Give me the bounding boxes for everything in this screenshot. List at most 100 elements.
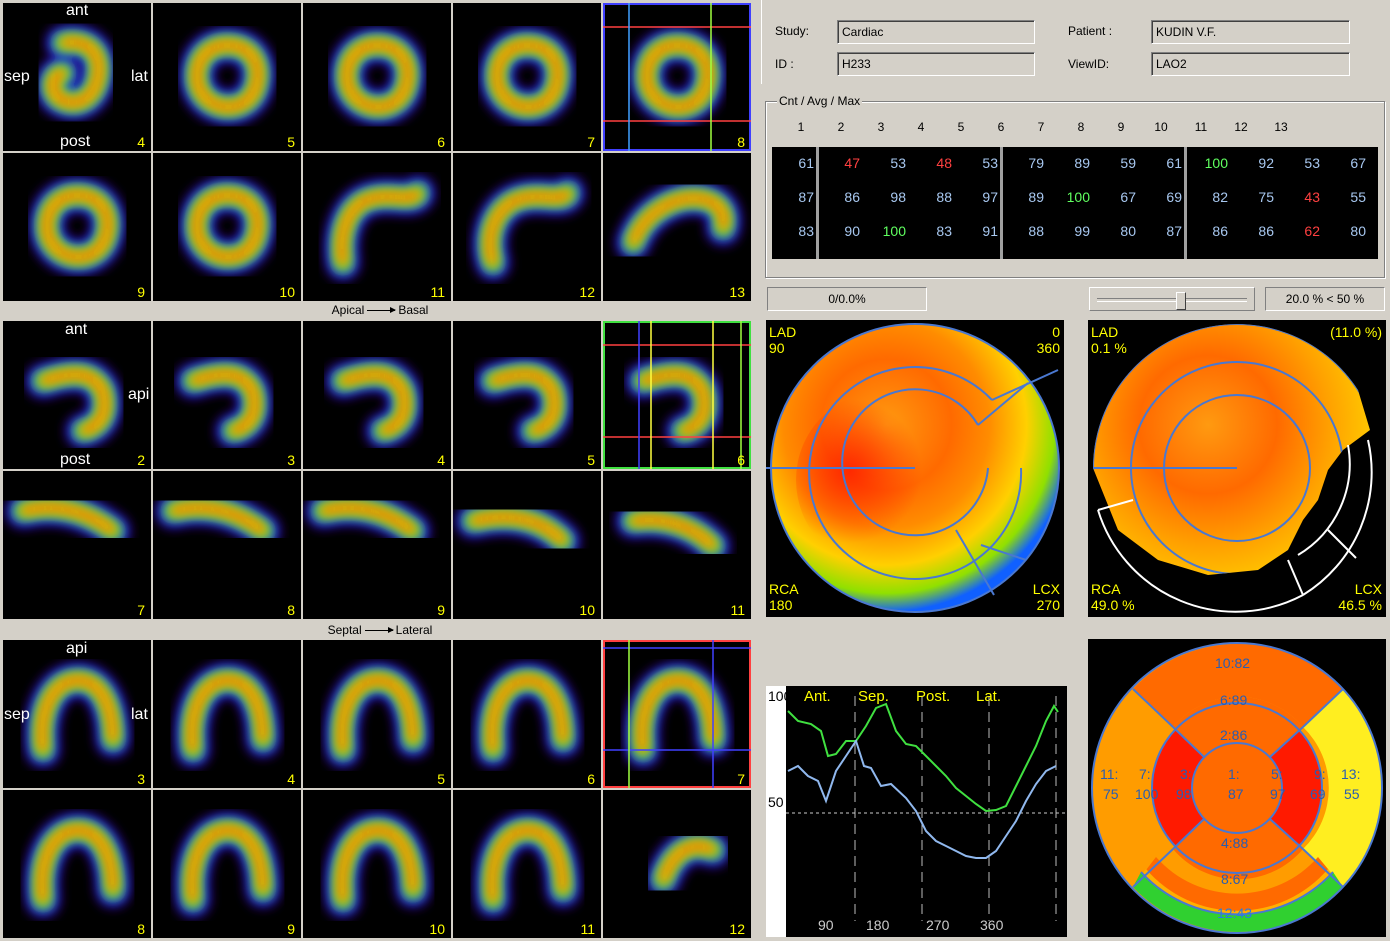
lcx-defect-value: 46.5 %	[1338, 597, 1382, 613]
segment-9-value: 69	[1310, 786, 1326, 802]
slice-tile[interactable]: 8	[603, 3, 751, 151]
id-field[interactable]: H233	[837, 52, 1035, 76]
stats-separator	[816, 147, 819, 259]
stats-cell: 82	[1212, 189, 1228, 205]
slice-tile[interactable]: 3	[153, 321, 301, 469]
slice-tile[interactable]: 11	[603, 471, 751, 619]
slice-tile[interactable]: 4	[303, 321, 451, 469]
stats-separator	[1184, 147, 1187, 259]
slice-tile[interactable]: 5	[303, 640, 451, 788]
slice-tile[interactable]: 8	[153, 471, 301, 619]
slice-tile[interactable]: 12	[453, 153, 601, 301]
orient-api: api	[66, 640, 88, 657]
arrow-icon	[367, 307, 397, 314]
slice-tile[interactable]: 9	[3, 153, 151, 301]
rca-label: RCA	[1091, 581, 1121, 597]
stats-cell: 43	[1304, 189, 1320, 205]
slider-thumb[interactable]	[1175, 292, 1186, 310]
slice-tile[interactable]: 10	[303, 790, 451, 938]
stats-cell: 100	[1066, 189, 1090, 205]
slice-tile[interactable]: 12	[603, 790, 751, 938]
defect-extent-map: LAD 0.1 % (11.0 %) RCA 49.0 % LCX 46.5 %	[1088, 320, 1386, 617]
slice-number: 3	[287, 452, 295, 468]
slice-tile[interactable]: 10	[453, 471, 601, 619]
slice-tile[interactable]: 10	[153, 153, 301, 301]
region-sep: Sep.	[858, 688, 889, 705]
stats-col-header: 6	[997, 120, 1005, 134]
segment-11-id: 11:	[1100, 766, 1119, 782]
slice-number: 8	[737, 134, 745, 150]
stats-separator	[1000, 147, 1003, 259]
rca-angle: 180	[769, 597, 793, 613]
slice-tile[interactable]: 8	[3, 790, 151, 938]
stats-cell: 97	[982, 189, 998, 205]
slice-tile[interactable]: 6	[453, 640, 601, 788]
segment-3-id: 3:	[1180, 766, 1192, 782]
study-field[interactable]: Cardiac	[837, 20, 1035, 44]
patient-field[interactable]: KUDIN V.F.	[1151, 20, 1350, 44]
stats-col-header: 2	[837, 120, 845, 134]
id-label: ID :	[775, 57, 794, 71]
slice-tile[interactable]: 3	[3, 640, 151, 788]
slice-number: 9	[287, 921, 295, 937]
threshold-slider[interactable]	[1089, 287, 1255, 311]
stats-cell: 67	[1350, 155, 1366, 171]
slice-tile[interactable]: 4	[3, 3, 151, 151]
slice-tile[interactable]: 5	[153, 3, 301, 151]
slice-tile[interactable]: 7	[603, 640, 751, 788]
caption-septal: Septal	[327, 623, 362, 637]
slice-tile[interactable]: 7	[453, 3, 601, 151]
stats-title: Cnt / Avg / Max	[777, 94, 863, 108]
slice-tile[interactable]: 5	[453, 321, 601, 469]
slice-number: 5	[437, 771, 445, 787]
stats-col-header: 1	[797, 120, 805, 134]
caption-basal: Basal	[398, 303, 429, 317]
segment-4: 4:88	[1221, 835, 1249, 851]
slice-tile[interactable]: 4	[153, 640, 301, 788]
slice-tile[interactable]: 9	[153, 790, 301, 938]
vla-caption: Septal Lateral	[305, 623, 455, 637]
slice-tile[interactable]: 11	[453, 790, 601, 938]
y-axis-50: 50	[768, 794, 784, 810]
segment-1-id: 1:	[1228, 766, 1240, 782]
slice-number: 5	[287, 134, 295, 150]
stats-cell: 47	[844, 155, 860, 171]
segment-labels: 10:82 6:89 2:86 1: 87 3: 98 5: 97 7: 100…	[1088, 639, 1386, 937]
slice-tile[interactable]: 11	[303, 153, 451, 301]
segment-6: 6:89	[1220, 692, 1248, 708]
arrow-icon	[364, 627, 394, 634]
orient-lat: lat	[131, 68, 148, 85]
stats-table: 61 47 53 48 53 79 89 59 61 100 92 53 67 87 86 98 88 97 89 1…	[772, 147, 1378, 259]
slice-number: 5	[587, 452, 595, 468]
slice-tile[interactable]: 6	[603, 321, 751, 469]
slice-number: 10	[279, 284, 295, 300]
stats-cell: 89	[1074, 155, 1090, 171]
slice-tile[interactable]: 2	[3, 321, 151, 469]
segment-2: 2:86	[1220, 727, 1248, 743]
threshold-readout: 20.0 % < 50 %	[1265, 287, 1385, 311]
slice-tile[interactable]: 7	[3, 471, 151, 619]
stats-col-header: 7	[1037, 120, 1045, 134]
rca-defect-value: 49.0 %	[1091, 597, 1135, 613]
stats-cell: 87	[798, 189, 814, 205]
viewid-field[interactable]: LAO2	[1151, 52, 1350, 76]
slice-tile[interactable]: 6	[303, 3, 451, 151]
stats-cell: 48	[936, 155, 952, 171]
segment-12: 12:43	[1217, 905, 1253, 921]
stats-cell: 86	[844, 189, 860, 205]
x-tick-180: 180	[866, 917, 890, 933]
stats-cell: 75	[1258, 189, 1274, 205]
slice-tile[interactable]: 13	[603, 153, 751, 301]
slice-number: 2	[137, 452, 145, 468]
slice-number: 3	[137, 771, 145, 787]
stats-cell: 53	[890, 155, 906, 171]
slice-tile[interactable]: 9	[303, 471, 451, 619]
region-ant: Ant.	[804, 688, 831, 705]
caption-lateral: Lateral	[395, 623, 433, 637]
stats-cell: 91	[982, 223, 998, 239]
total-defect-value: (11.0 %)	[1330, 324, 1382, 340]
patient-label: Patient :	[1068, 24, 1113, 38]
stats-cell: 61	[1166, 155, 1182, 171]
stats-cell: 86	[1258, 223, 1274, 239]
stats-col-header: 3	[877, 120, 885, 134]
